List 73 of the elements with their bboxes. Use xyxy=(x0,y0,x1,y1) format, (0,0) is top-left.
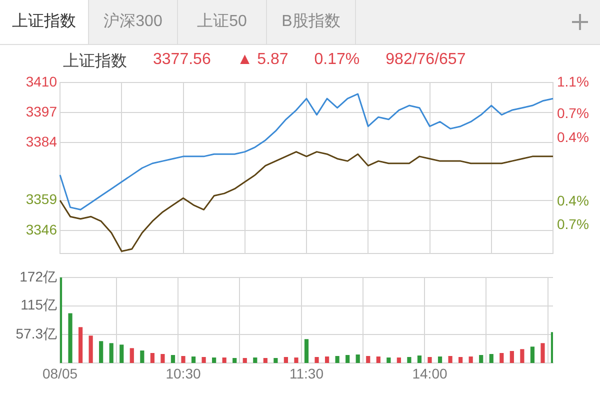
bar xyxy=(274,358,278,363)
bar xyxy=(417,356,422,363)
bar xyxy=(181,356,186,363)
y-tick-label: 115亿 xyxy=(20,296,57,313)
bar xyxy=(68,313,72,363)
text: B股指数 xyxy=(267,0,356,44)
bar xyxy=(212,358,216,363)
bar xyxy=(222,358,226,363)
x-tick-label: 08/05 xyxy=(42,365,78,382)
bar xyxy=(150,353,154,363)
text: 0.17% xyxy=(314,51,360,70)
bar xyxy=(407,357,412,363)
x-tick-label: 14:00 xyxy=(412,365,448,382)
y2-tick-label: 0.7% xyxy=(557,216,589,232)
bar xyxy=(294,358,298,363)
bar xyxy=(396,358,401,363)
x-tick-label: 10:30 xyxy=(166,365,201,382)
bar xyxy=(191,356,196,363)
bar xyxy=(428,357,432,363)
bar xyxy=(88,336,93,363)
bar xyxy=(130,348,134,363)
bar xyxy=(540,343,545,363)
bar xyxy=(448,356,452,363)
y-tick-label: 3384 xyxy=(26,133,58,150)
y2-tick-label: 0.4% xyxy=(557,192,589,208)
text: 上证50 xyxy=(178,0,267,44)
bar xyxy=(346,355,350,363)
bar xyxy=(530,346,535,363)
bar xyxy=(160,354,165,363)
bar xyxy=(109,343,114,363)
bar xyxy=(458,357,463,363)
text: ▲ 5.87 xyxy=(236,51,288,70)
y-tick-label: 3397 xyxy=(26,103,58,120)
y-tick-label: 3410 xyxy=(26,73,58,90)
y2-tick-label: 0.7% xyxy=(557,104,589,121)
text: 3377.56 xyxy=(153,51,211,70)
text: 982/76/657 xyxy=(386,51,466,70)
bar xyxy=(232,358,237,363)
bar xyxy=(366,356,370,363)
bar xyxy=(324,356,330,363)
bar xyxy=(202,357,206,363)
y2-tick-label: 0.4% xyxy=(557,128,589,145)
bar xyxy=(335,356,340,363)
bar xyxy=(140,350,144,363)
bar xyxy=(304,339,309,363)
bar xyxy=(170,355,176,363)
bar xyxy=(438,356,442,363)
y2-tick-label: 1.1% xyxy=(557,73,589,90)
bar xyxy=(386,358,391,363)
bar xyxy=(120,344,124,363)
y-tick-label: 172亿 xyxy=(20,268,57,284)
text: 上证指数 xyxy=(0,0,89,44)
bar xyxy=(253,358,258,363)
bar xyxy=(263,358,268,363)
bar xyxy=(78,327,83,363)
y-tick-label: 57.3亿 xyxy=(16,325,57,342)
chart-title: 上证指数 xyxy=(63,52,127,72)
text: 沪深300 xyxy=(89,0,178,44)
bar xyxy=(489,354,494,363)
y-tick-label: 3346 xyxy=(26,221,58,238)
bar xyxy=(242,358,247,363)
bar xyxy=(520,349,524,363)
bar xyxy=(479,355,484,363)
x-tick-label: 11:30 xyxy=(290,365,324,382)
y-tick-label: 3359 xyxy=(26,191,58,208)
bar xyxy=(284,357,288,363)
bar xyxy=(500,353,504,363)
bar xyxy=(510,351,514,363)
bar xyxy=(376,356,380,363)
bar xyxy=(99,341,104,363)
bar xyxy=(468,356,473,363)
bar xyxy=(314,357,319,363)
bar xyxy=(356,354,360,363)
